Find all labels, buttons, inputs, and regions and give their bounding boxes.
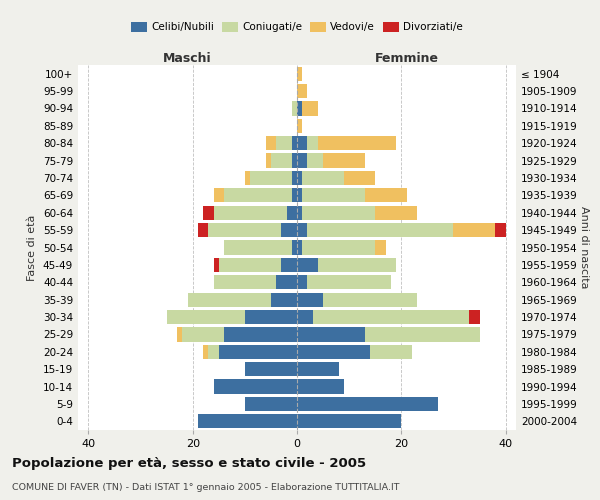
- Bar: [266, 154, 271, 168]
- Bar: [318, 258, 396, 272]
- Bar: [297, 154, 307, 168]
- Bar: [297, 171, 302, 185]
- Bar: [177, 328, 182, 342]
- Bar: [307, 275, 391, 289]
- Bar: [214, 380, 297, 394]
- Text: Maschi: Maschi: [163, 52, 212, 65]
- Bar: [365, 188, 407, 202]
- Bar: [245, 397, 297, 411]
- Bar: [365, 328, 479, 342]
- Bar: [245, 171, 250, 185]
- Bar: [495, 223, 506, 237]
- Bar: [214, 258, 219, 272]
- Bar: [370, 344, 412, 359]
- Bar: [297, 258, 318, 272]
- Bar: [187, 292, 271, 307]
- Bar: [297, 102, 302, 116]
- Bar: [292, 188, 297, 202]
- Bar: [297, 206, 302, 220]
- Bar: [297, 414, 401, 428]
- Bar: [454, 223, 495, 237]
- Bar: [297, 275, 307, 289]
- Bar: [302, 188, 365, 202]
- Bar: [245, 362, 297, 376]
- Legend: Celibi/Nubili, Coniugati/e, Vedovi/e, Divorziati/e: Celibi/Nubili, Coniugati/e, Vedovi/e, Di…: [128, 19, 466, 36]
- Bar: [297, 84, 307, 98]
- Bar: [302, 171, 344, 185]
- Bar: [281, 223, 297, 237]
- Bar: [302, 206, 375, 220]
- Bar: [198, 414, 297, 428]
- Bar: [167, 310, 245, 324]
- Bar: [297, 136, 307, 150]
- Bar: [318, 136, 396, 150]
- Bar: [297, 240, 302, 254]
- Bar: [297, 362, 339, 376]
- Bar: [307, 223, 454, 237]
- Bar: [219, 258, 281, 272]
- Bar: [297, 188, 302, 202]
- Bar: [203, 206, 214, 220]
- Bar: [297, 292, 323, 307]
- Bar: [224, 188, 292, 202]
- Bar: [208, 344, 219, 359]
- Bar: [323, 154, 365, 168]
- Bar: [224, 240, 292, 254]
- Bar: [208, 223, 281, 237]
- Bar: [250, 171, 292, 185]
- Bar: [281, 258, 297, 272]
- Text: COMUNE DI FAVER (TN) - Dati ISTAT 1° gennaio 2005 - Elaborazione TUTTITALIA.IT: COMUNE DI FAVER (TN) - Dati ISTAT 1° gen…: [12, 482, 400, 492]
- Bar: [292, 102, 297, 116]
- Bar: [297, 310, 313, 324]
- Bar: [297, 397, 438, 411]
- Bar: [224, 328, 297, 342]
- Bar: [198, 223, 208, 237]
- Bar: [344, 171, 375, 185]
- Bar: [297, 344, 370, 359]
- Bar: [469, 310, 479, 324]
- Bar: [219, 344, 297, 359]
- Bar: [297, 380, 344, 394]
- Bar: [214, 275, 276, 289]
- Bar: [245, 310, 297, 324]
- Bar: [302, 240, 375, 254]
- Bar: [297, 66, 302, 81]
- Bar: [182, 328, 224, 342]
- Bar: [302, 102, 318, 116]
- Bar: [203, 344, 208, 359]
- Bar: [292, 240, 297, 254]
- Bar: [271, 292, 297, 307]
- Bar: [276, 136, 292, 150]
- Bar: [375, 206, 417, 220]
- Bar: [292, 154, 297, 168]
- Bar: [307, 154, 323, 168]
- Bar: [297, 328, 365, 342]
- Bar: [292, 136, 297, 150]
- Text: Popolazione per età, sesso e stato civile - 2005: Popolazione per età, sesso e stato civil…: [12, 458, 366, 470]
- Bar: [214, 206, 287, 220]
- Bar: [313, 310, 469, 324]
- Bar: [214, 188, 224, 202]
- Y-axis label: Fasce di età: Fasce di età: [28, 214, 37, 280]
- Text: Femmine: Femmine: [374, 52, 439, 65]
- Y-axis label: Anni di nascita: Anni di nascita: [579, 206, 589, 289]
- Bar: [323, 292, 417, 307]
- Bar: [375, 240, 386, 254]
- Bar: [271, 154, 292, 168]
- Bar: [266, 136, 276, 150]
- Bar: [292, 171, 297, 185]
- Bar: [297, 223, 307, 237]
- Bar: [307, 136, 318, 150]
- Bar: [297, 118, 302, 133]
- Bar: [276, 275, 297, 289]
- Bar: [287, 206, 297, 220]
